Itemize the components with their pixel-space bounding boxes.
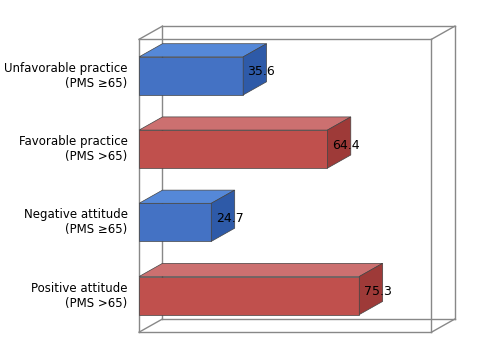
Polygon shape (243, 44, 266, 95)
Polygon shape (212, 190, 234, 241)
Polygon shape (139, 130, 328, 168)
Polygon shape (139, 117, 351, 130)
Polygon shape (360, 264, 382, 314)
Text: 35.6: 35.6 (248, 66, 276, 79)
Text: 24.7: 24.7 (216, 212, 244, 225)
Polygon shape (328, 117, 351, 168)
Text: 75.3: 75.3 (364, 285, 392, 298)
Polygon shape (139, 190, 234, 203)
Polygon shape (139, 44, 266, 57)
Polygon shape (139, 264, 382, 276)
Text: 64.4: 64.4 (332, 139, 359, 152)
Polygon shape (139, 276, 360, 314)
Polygon shape (139, 57, 243, 95)
Polygon shape (139, 203, 212, 241)
